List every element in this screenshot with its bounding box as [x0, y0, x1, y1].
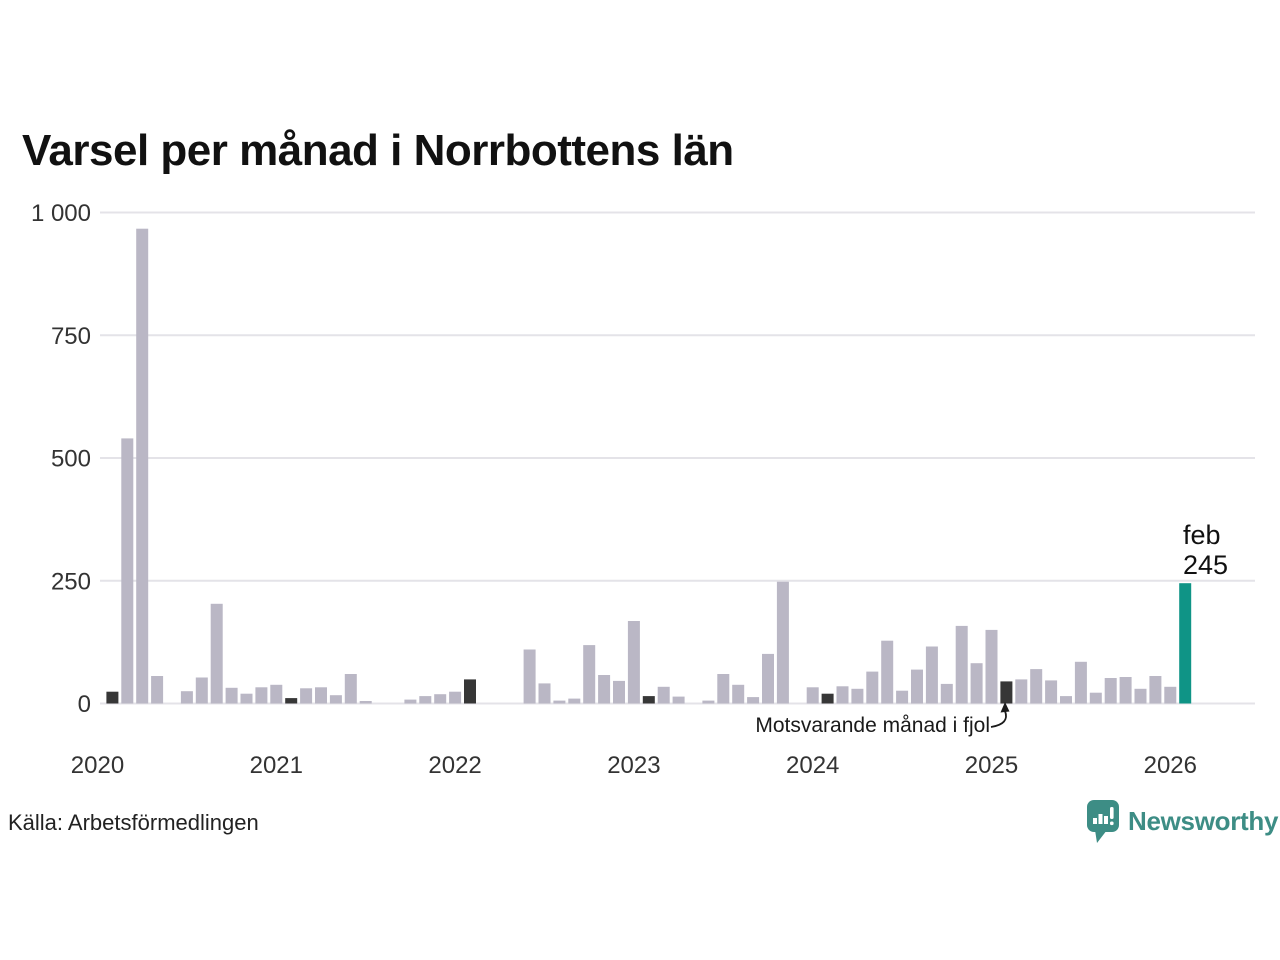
bar-2020-07	[180, 691, 193, 704]
bar-2020-12	[255, 687, 268, 704]
x-tick-label: 2026	[1144, 752, 1197, 779]
x-tick-label: 2021	[250, 752, 303, 779]
bar-2024-02	[821, 693, 834, 704]
bar-2021-01	[270, 684, 283, 704]
bar-2024-06	[881, 640, 894, 704]
bar-2021-11	[419, 696, 432, 704]
newsworthy-wordmark: Newsworthy	[1128, 806, 1279, 836]
bar-2023-09	[747, 697, 760, 704]
bar-2020-08	[195, 677, 208, 704]
bar-2022-09	[568, 698, 581, 704]
bar-2024-09	[925, 646, 938, 704]
y-tick-label: 1 000	[31, 200, 91, 227]
bar-2022-10	[583, 645, 596, 704]
bar-2022-01	[449, 691, 462, 704]
bar-2025-09	[1104, 678, 1117, 704]
chart-title: Varsel per månad i Norrbottens län	[22, 126, 734, 175]
annotation-label: Motsvarande månad i fjol	[755, 714, 990, 737]
bar-2022-08	[553, 700, 566, 704]
bar-2021-03	[300, 688, 313, 704]
bar-2020-02	[106, 691, 119, 704]
x-tick-label: 2025	[965, 752, 1018, 779]
bar-2020-09	[210, 603, 223, 704]
y-tick-label: 500	[51, 446, 91, 473]
bar-2023-03	[657, 686, 670, 704]
bar-2025-12	[1149, 676, 1162, 704]
bar-2020-04	[136, 228, 149, 704]
bar-2026-02	[1179, 583, 1192, 704]
bar-2025-06	[1060, 696, 1072, 704]
bar-2025-05	[1045, 680, 1058, 704]
bar-2020-03	[121, 438, 134, 704]
x-tick-label: 2020	[71, 752, 124, 779]
bar-2022-06	[523, 649, 536, 704]
bar-2023-10	[762, 653, 774, 704]
bar-2024-08	[911, 669, 923, 704]
bar-2020-05	[151, 676, 164, 704]
bar-2023-08	[732, 684, 745, 704]
bar-2024-01	[806, 687, 819, 704]
bar-2021-06	[344, 674, 357, 704]
bar-2022-07	[538, 683, 551, 704]
bar-2024-04	[851, 688, 864, 704]
highlight-callout-value: 245	[1183, 550, 1229, 580]
bar-2024-12	[970, 663, 983, 704]
highlight-callout: feb 245	[1183, 520, 1228, 580]
bar-2025-04	[1030, 669, 1043, 704]
bar-2022-11	[598, 675, 611, 704]
bar-2025-11	[1134, 688, 1147, 704]
bar-2025-10	[1119, 677, 1132, 704]
bar-2024-03	[836, 686, 849, 704]
x-tick-label: 2023	[607, 752, 660, 779]
bar-2021-04	[315, 687, 327, 704]
bar-2024-11	[955, 625, 968, 704]
x-tick-label: 2024	[786, 752, 839, 779]
bar-2023-11	[776, 581, 789, 704]
bar-2025-07	[1074, 661, 1087, 704]
newsworthy-logo-icon	[1087, 800, 1119, 843]
bar-2024-05	[866, 671, 879, 704]
bar-2021-07	[359, 701, 372, 704]
bar-2020-11	[240, 693, 253, 704]
bar-2023-04	[672, 696, 685, 704]
bar-2025-03	[1015, 679, 1028, 704]
source-note: Källa: Arbetsförmedlingen	[8, 810, 259, 835]
bar-2025-02	[1000, 681, 1013, 704]
bar-2024-10	[940, 683, 953, 704]
bar-2022-12	[613, 680, 625, 704]
bar-chart: 0 250 500 750 1 000 2020 2021 2022 2023 2024 2025 2…	[31, 200, 1255, 779]
x-tick-label: 2022	[428, 752, 481, 779]
bar-2023-01	[627, 621, 640, 704]
bar-2025-08	[1089, 692, 1102, 704]
bar-2022-02	[464, 679, 476, 704]
newsworthy-logo: Newsworthy	[1086, 799, 1278, 844]
bar-2023-06	[702, 700, 715, 704]
bar-2023-02	[642, 696, 655, 704]
bar-2023-07	[717, 674, 730, 704]
y-tick-label: 0	[78, 691, 91, 718]
highlight-callout-month: feb	[1183, 520, 1221, 550]
bar-2024-07	[896, 690, 909, 704]
y-tick-label: 750	[51, 323, 91, 350]
bar-2026-01	[1164, 686, 1177, 704]
bar-2021-10	[404, 699, 417, 704]
bar-2021-12	[434, 694, 447, 704]
bar-2021-05	[329, 695, 342, 704]
bar-2025-01	[985, 629, 998, 704]
y-tick-label: 250	[51, 568, 91, 595]
bar-2021-02	[285, 698, 298, 704]
annotation-arrow-icon	[990, 702, 1010, 728]
bar-2020-10	[225, 687, 238, 704]
